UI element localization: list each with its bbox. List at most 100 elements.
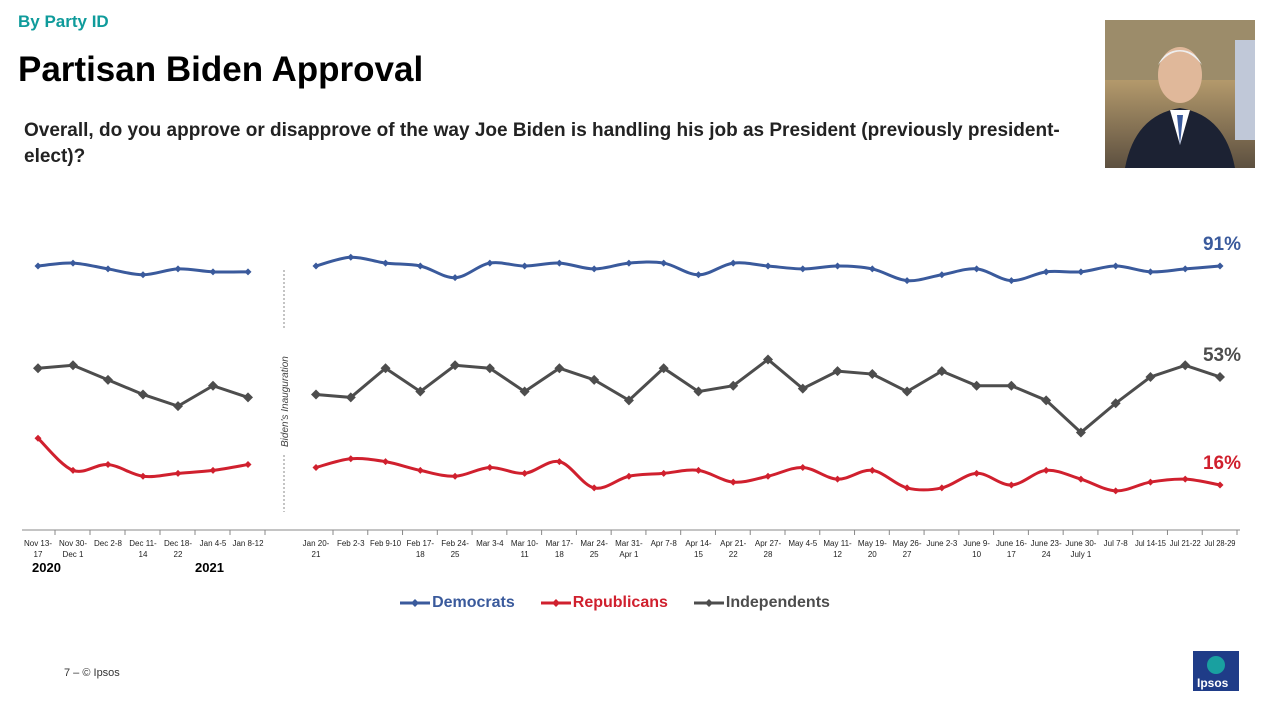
republicans-point (590, 484, 598, 492)
democrats-point (312, 262, 320, 270)
independents-point (554, 363, 565, 374)
independents-point (589, 374, 600, 385)
republicans-point (834, 475, 842, 483)
x-tick-label: 28 (764, 550, 773, 559)
republicans-point (729, 478, 737, 486)
x-tick-label: Jul 28-29 (1205, 539, 1237, 548)
inauguration-label: Biden's Inauguration (280, 356, 291, 447)
x-tick-label: June 30- (1065, 539, 1096, 548)
democrats-point (903, 277, 911, 285)
independents-point (1110, 398, 1121, 409)
x-tick-label: 18 (555, 550, 564, 559)
x-tick-label: Jan 20- (303, 539, 330, 548)
x-tick-label: Apr 1 (619, 550, 639, 559)
republicans-point (69, 466, 77, 474)
republicans-point (1181, 475, 1189, 483)
chart-legend: Democrats Republicans Independents (0, 594, 1230, 612)
legend-marker-icon (540, 599, 571, 607)
independents-point (208, 380, 218, 391)
republicans-line (36, 437, 249, 479)
independents-point (1180, 360, 1191, 371)
survey-question: Overall, do you approve or disapprove of… (24, 120, 1060, 167)
republicans-point (174, 469, 182, 477)
x-tick-label: 25 (590, 550, 599, 559)
democrats-point (938, 271, 946, 279)
republicans-point (104, 461, 112, 469)
independents-point (33, 363, 43, 374)
x-tick-label: Feb 9-10 (370, 539, 402, 548)
x-tick-label: Dec 2-8 (94, 539, 123, 548)
legend-marker-icon (400, 599, 431, 607)
republicans-point (938, 484, 946, 492)
legend-label: Democrats (432, 594, 515, 611)
democrats-point (1181, 265, 1189, 273)
x-tick-label: June 9- (963, 539, 990, 548)
democrats-point (590, 265, 598, 273)
x-tick-label: June 23- (1031, 539, 1062, 548)
x-tick-label: 25 (451, 550, 460, 559)
republicans-point (416, 466, 424, 474)
x-tick-label: Mar 3-4 (476, 539, 504, 548)
legend-marker-icon (693, 599, 724, 607)
democrats-point (799, 265, 807, 273)
ipsos-logo: Ipsos (1193, 651, 1239, 691)
republicans-point (1146, 478, 1154, 486)
independents-point (415, 386, 426, 397)
republicans-point (903, 484, 911, 492)
republicans-point (973, 469, 981, 477)
x-tick-label: 21 (312, 550, 321, 559)
republicans-point (1042, 466, 1050, 474)
democrats-point (1146, 268, 1154, 276)
independents-point (1215, 371, 1225, 382)
independents-point (936, 366, 947, 377)
x-tick-label: Mar 31- (615, 539, 643, 548)
x-tick-label: 24 (1042, 550, 1051, 559)
democrats-point (834, 262, 842, 270)
democrats-point (486, 259, 494, 267)
republicans-point (1077, 475, 1085, 483)
democrats-point (209, 268, 217, 276)
independents-point (68, 360, 78, 371)
x-tick-label: Mar 17- (546, 539, 574, 548)
x-tick-label: 22 (174, 550, 183, 559)
democrats-point (1007, 277, 1015, 285)
x-tick-label: 27 (903, 550, 912, 559)
republicans-point (799, 463, 807, 471)
x-tick-label: Jul 14-15 (1135, 539, 1167, 548)
democrats-point (69, 259, 77, 267)
x-tick-label: 18 (416, 550, 425, 559)
x-tick-label: Apr 14- (685, 539, 712, 548)
x-tick-label: 17 (1007, 550, 1016, 559)
independents-point (138, 389, 148, 400)
independents-point (103, 374, 113, 385)
democrats-point (521, 262, 529, 270)
x-tick-label: May 26- (893, 539, 922, 548)
independents-point (1075, 427, 1086, 438)
independents-point (728, 380, 739, 391)
democrats-point (625, 259, 633, 267)
republicans-point (486, 463, 494, 471)
independents-point (971, 380, 982, 391)
democrats-point (244, 268, 252, 276)
independents-point (763, 354, 773, 365)
democrats-point (660, 259, 668, 267)
biden-photo (1105, 20, 1255, 168)
democrats-point (1112, 262, 1120, 270)
republicans-point (625, 472, 633, 480)
independents-point (902, 386, 913, 397)
democrats-point (694, 271, 702, 279)
republicans-point (244, 461, 252, 469)
independents-line (315, 357, 1221, 435)
democrats-point (34, 262, 42, 270)
democrats-point (868, 265, 876, 273)
independents-point (1006, 380, 1017, 391)
republicans-point (521, 469, 529, 477)
x-tick-label: Dec 11- (129, 539, 157, 548)
republicans-point (660, 469, 668, 477)
legend-item-republicans: Republicans (540, 594, 668, 612)
republicans-point (555, 458, 563, 466)
legend-label: Republicans (572, 594, 668, 611)
republicans-point (382, 458, 390, 466)
x-tick-label: 20 (868, 550, 877, 559)
independents-point (173, 401, 183, 412)
